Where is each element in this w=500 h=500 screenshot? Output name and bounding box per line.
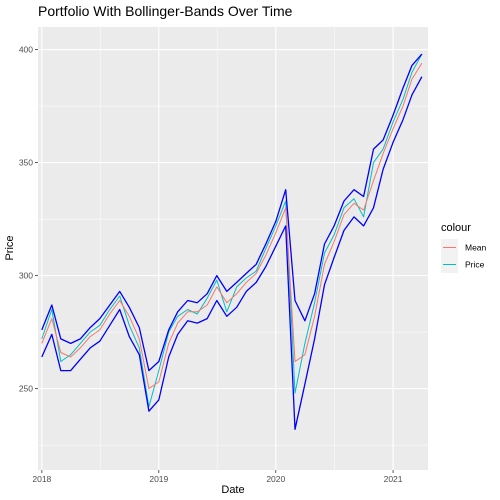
grid-major [38,27,428,470]
plot-panel [38,27,428,470]
legend: colour Mean Price [441,222,487,273]
legend-label-mean: Mean [465,243,487,253]
series-line-upper-band [41,53,423,372]
legend-title: colour [441,222,471,234]
legend-label-price: Price [465,260,485,270]
series-layer [41,53,423,430]
y-tick-label: 250 [19,384,33,394]
x-axis-title: Date [221,484,244,496]
x-tick-label: 2020 [266,474,285,484]
y-tick-label: 300 [19,271,33,281]
series-line-price [41,53,423,408]
grid-minor [38,27,452,470]
x-tick-label: 2019 [149,474,168,484]
series-line-lower-band [41,76,423,430]
y-axis-title: Price [4,235,16,260]
y-tick-label: 400 [19,45,33,55]
y-axis-ticks: 250 300 350 400 [19,45,38,394]
x-axis-ticks: 2018 2019 2020 2021 [32,470,403,484]
x-tick-label: 2018 [32,474,51,484]
x-tick-label: 2021 [384,474,403,484]
series-line-mean [41,62,423,390]
chart-title: Portfolio With Bollinger-Bands Over Time [38,3,293,19]
y-tick-label: 350 [19,158,33,168]
